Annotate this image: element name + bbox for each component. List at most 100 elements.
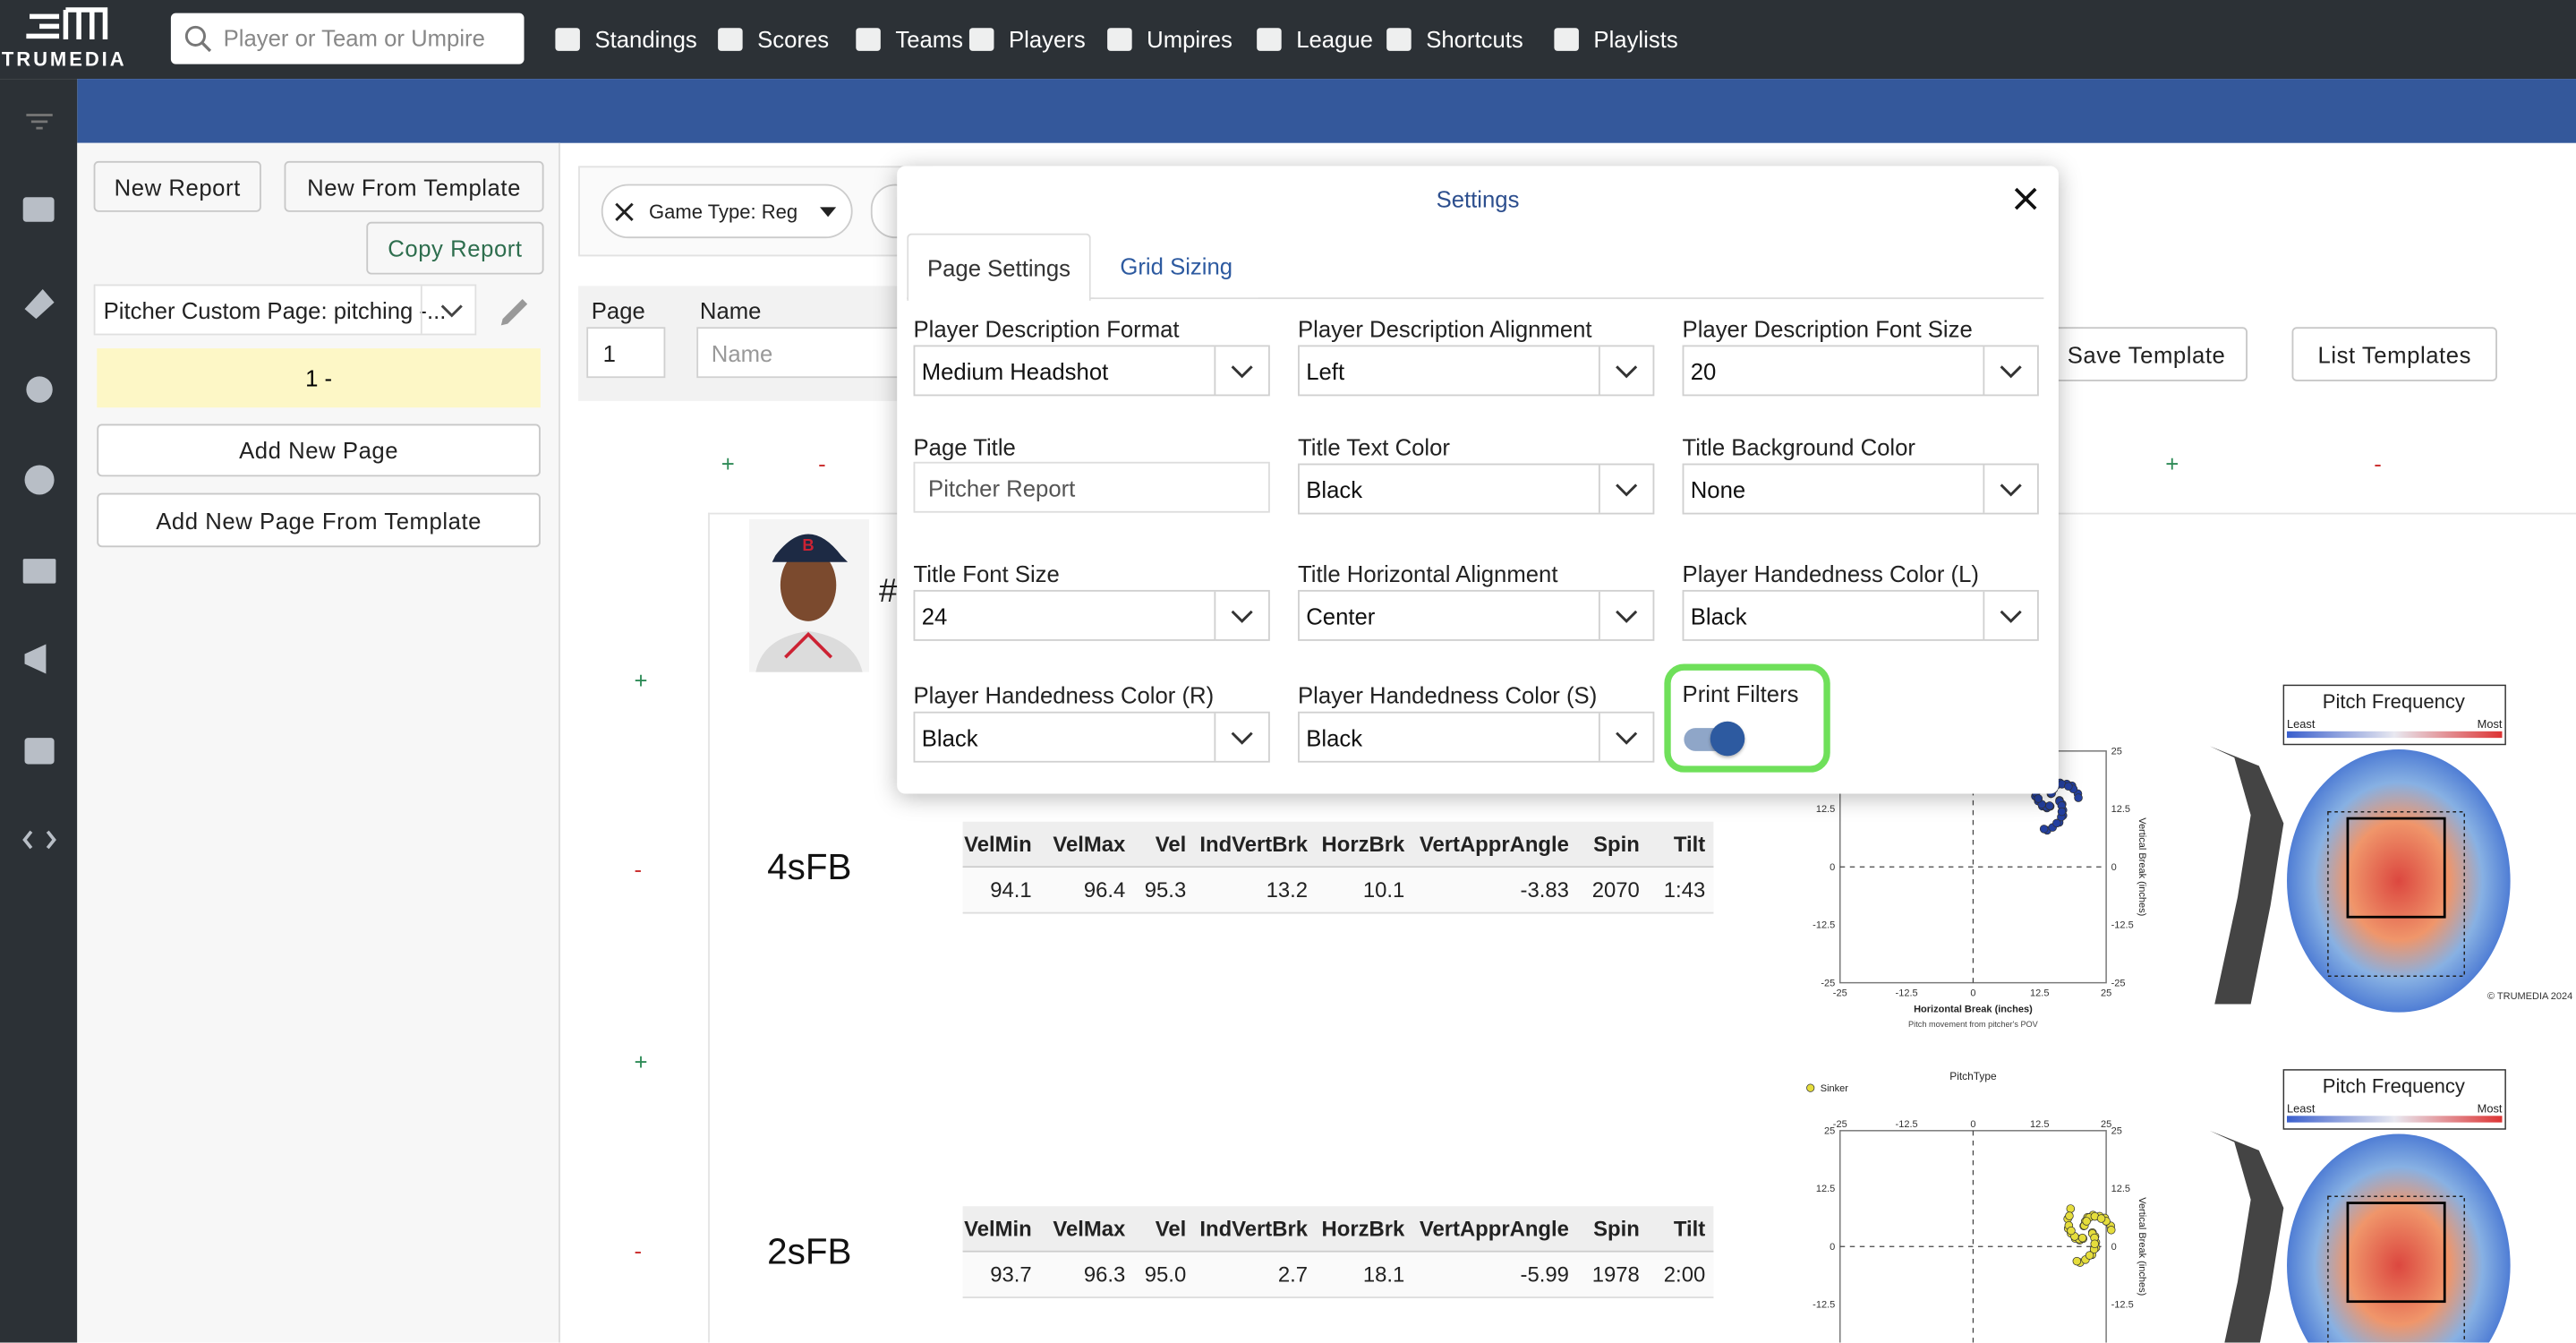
pitch-dot: [2085, 1251, 2094, 1260]
nav-item[interactable]: Umpires: [1147, 26, 1233, 53]
text-input[interactable]: Pitcher Report: [913, 461, 1270, 513]
select[interactable]: Center: [1298, 589, 1655, 641]
grid-control[interactable]: +: [721, 449, 735, 477]
nav-item[interactable]: Teams: [895, 26, 964, 53]
settings-modal: Settings Print Filters Page Settings Grid…: [897, 166, 2059, 794]
field-value: Black: [1306, 476, 1363, 503]
print-filters-toggle[interactable]: [1684, 721, 1745, 757]
pitch-name: 4sFB: [767, 846, 852, 888]
page-select[interactable]: Pitcher Custom Page: pitching -...: [93, 284, 477, 336]
field-label: Title Horizontal Alignment: [1298, 560, 1558, 587]
search-box[interactable]: Player or Team or Umpire: [170, 13, 525, 64]
table-value-row: [962, 1252, 1714, 1299]
y-tick-label: 0: [1830, 1242, 1835, 1253]
nav-icon: [718, 28, 743, 51]
select-divider: [1214, 713, 1216, 761]
table-cell: 96.4: [1083, 877, 1126, 902]
tab[interactable]: Page Settings: [907, 233, 1091, 301]
page-input[interactable]: 1: [586, 327, 666, 379]
table-cell: 96.3: [1083, 1262, 1126, 1287]
select[interactable]: Medium Headshot: [913, 345, 1270, 397]
nav-item[interactable]: Playlists: [1593, 26, 1678, 53]
table-cell: 2070: [1591, 877, 1640, 902]
filter-chip-text: Game Type: Reg: [649, 200, 798, 224]
new-report-button[interactable]: New Report: [93, 160, 261, 212]
field-label: Player Handedness Color (R): [913, 681, 1215, 709]
grid-control[interactable]: +: [2165, 449, 2179, 477]
grid-control[interactable]: +: [634, 1048, 648, 1075]
logo-mark: [26, 7, 108, 40]
y2-tick-label: 25: [2111, 1125, 2122, 1136]
strike-zone: [2346, 817, 2446, 919]
x-axis-label: Horizontal Break (inches): [1914, 1005, 2033, 1015]
select[interactable]: Black: [1298, 711, 1655, 763]
nav-icon: [1257, 28, 1282, 51]
table-header: VelMin: [964, 831, 1032, 857]
nav-item[interactable]: League: [1296, 26, 1373, 53]
pitch-dot: [2064, 782, 2073, 791]
tab[interactable]: Grid Sizing: [1094, 233, 1258, 298]
x-tick-label: 25: [2101, 988, 2111, 998]
nav-item[interactable]: Scores: [757, 26, 830, 53]
legend-gradient: [2287, 731, 2503, 739]
add-new-page-button[interactable]: Add New Page: [97, 423, 541, 477]
chip-close[interactable]: [614, 202, 634, 222]
modal-close[interactable]: [2014, 187, 2037, 210]
pitch-dot: [2096, 1214, 2106, 1223]
field-value: Black: [1306, 724, 1363, 751]
x-tick-label: 25: [2101, 1119, 2111, 1130]
current-page[interactable]: 1 -: [97, 348, 541, 408]
grid-control[interactable]: -: [634, 1237, 643, 1264]
nav-item[interactable]: Players: [1008, 26, 1086, 53]
field-label: Title Font Size: [913, 560, 1060, 587]
add-new-page-from-template-button[interactable]: Add New Page From Template: [97, 492, 541, 548]
x-tick-label: 12.5: [2030, 988, 2049, 998]
y2-tick-label: 12.5: [2111, 804, 2130, 815]
save-template-button[interactable]: Save Template: [2045, 327, 2248, 381]
select[interactable]: 20: [1682, 345, 2039, 397]
table-cell: 1978: [1591, 1262, 1640, 1287]
nav-item[interactable]: Standings: [594, 26, 697, 53]
select[interactable]: Left: [1298, 345, 1655, 397]
table-cell: 10.1: [1362, 877, 1405, 902]
field-value: Pitcher Report: [928, 475, 1076, 501]
search-icon: [184, 25, 212, 53]
nav-item[interactable]: Shortcuts: [1426, 26, 1523, 53]
select[interactable]: None: [1682, 463, 2039, 515]
select[interactable]: Black: [1682, 589, 2039, 641]
charts: 25252512.512.512.5000-12.5-12.5-12.5-25-…: [1806, 684, 2572, 1343]
grid-control[interactable]: -: [2374, 449, 2382, 477]
select-divider: [1598, 346, 1600, 395]
table-cell: 94.1: [990, 877, 1032, 902]
pitch-dot: [2057, 807, 2067, 817]
grid-control[interactable]: -: [634, 856, 643, 883]
select-divider: [1598, 713, 1600, 761]
y2-tick-label: 12.5: [2111, 1184, 2130, 1194]
search-placeholder: Player or Team or Umpire: [223, 24, 485, 51]
grid-control[interactable]: +: [634, 667, 648, 694]
filter-chip[interactable]: Game Type: Reg: [601, 184, 853, 239]
name-input[interactable]: Name: [696, 327, 910, 379]
select[interactable]: 24: [913, 589, 1270, 641]
new-from-template-button[interactable]: New From Template: [284, 160, 544, 212]
grid-control[interactable]: -: [818, 449, 826, 477]
select[interactable]: Black: [1298, 463, 1655, 515]
batter: [2209, 1130, 2284, 1343]
chip-caret: [819, 207, 837, 218]
pitch-dot: [2052, 818, 2061, 828]
chevron: [1231, 731, 1253, 745]
svg-text:B: B: [802, 535, 814, 554]
pitch-dot: [2072, 1256, 2082, 1266]
table-header: IndVertBrk: [1199, 1216, 1309, 1241]
table-cell: 2.7: [1277, 1262, 1309, 1287]
field-label: Page Title: [913, 433, 1016, 460]
select[interactable]: Black: [913, 711, 1270, 763]
copy-report-button[interactable]: Copy Report: [366, 221, 544, 275]
nav-icon: [1386, 28, 1412, 51]
field-value: Medium Headshot: [921, 358, 1109, 385]
page-select-value: Pitcher Custom Page: pitching -...: [103, 296, 447, 323]
nav-icon: [555, 28, 580, 51]
left-panel: [77, 142, 560, 1343]
list-templates-button[interactable]: List Templates: [2291, 327, 2497, 381]
